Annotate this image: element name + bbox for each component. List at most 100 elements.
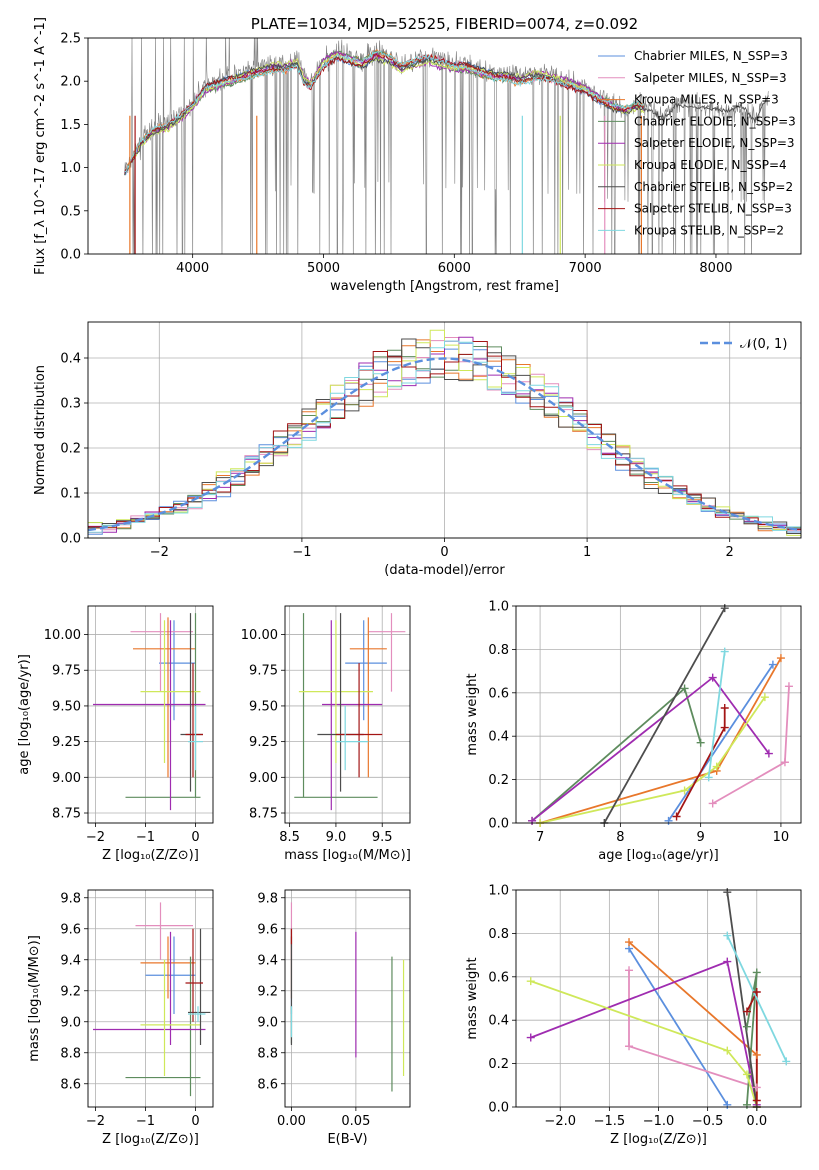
data-point-marker: [696, 738, 705, 747]
y-tick-label: 0.2: [488, 1057, 509, 1072]
x-tick-label: −1: [292, 545, 311, 560]
y-tick-label: 0.5: [60, 204, 81, 219]
mass-weight-line: [707, 651, 726, 778]
y-tick-label: 9.4: [257, 953, 278, 968]
y-tick-label: 0.2: [60, 442, 81, 457]
data-point-marker: [720, 723, 729, 732]
data-point-marker: [528, 816, 537, 825]
data-point-marker: [752, 1050, 761, 1059]
legend-entry: Kroupa STELIB, N_SSP=2: [634, 223, 784, 237]
y-tick-label: 9.50: [52, 699, 81, 714]
data-point-marker: [712, 762, 721, 771]
y-tick-label: 2.0: [60, 75, 81, 90]
y-tick-label: 8.8: [257, 1046, 278, 1061]
legend-entry: Chabrier STELIB, N_SSP=2: [634, 180, 793, 194]
y-tick-label: 0.8: [488, 927, 509, 942]
data-point-marker: [680, 684, 689, 693]
x-tick-label: −1: [136, 1114, 155, 1129]
data-point-marker: [742, 1100, 751, 1109]
x-tick-label: 4000: [176, 261, 209, 276]
y-tick-label: 9.75: [52, 664, 81, 679]
x-tick-label: 1: [583, 545, 591, 560]
data-point-marker: [720, 647, 729, 656]
y-tick-label: 0.0: [60, 532, 81, 547]
y-tick-label: 1.0: [488, 600, 509, 615]
mass-weight-line: [726, 935, 788, 1062]
y-tick-label: 9.0: [257, 1015, 278, 1030]
axes-frame: [87, 889, 214, 1108]
plot-area: [93, 902, 211, 1097]
x-tick-label: 0.0: [746, 1114, 767, 1129]
panel-5: [512, 604, 802, 827]
data-point-marker: [672, 812, 681, 821]
data-point-marker: [664, 816, 673, 825]
data-point-marker: [723, 931, 732, 940]
mass-weight-line: [531, 676, 770, 822]
x-tick-label: −1: [136, 830, 155, 845]
plot-area: [294, 613, 406, 811]
legend-entry: Kroupa ELODIE, N_SSP=4: [634, 158, 787, 172]
mass-weight-line: [539, 696, 766, 823]
axes-frame: [87, 321, 802, 539]
data-point-marker: [752, 987, 761, 996]
x-axis-label: E(B-V): [327, 1132, 367, 1147]
x-tick-label: 7000: [569, 261, 602, 276]
x-tick-label: 6000: [438, 261, 471, 276]
mass-weight-line: [712, 686, 790, 805]
legend-entry: Chabrier ELODIE, N_SSP=3: [634, 114, 796, 128]
y-tick-label: 0.6: [488, 686, 509, 701]
plot-area: [88, 329, 801, 536]
data-point-marker: [782, 1057, 791, 1066]
mass-weight-line: [603, 607, 726, 823]
data-point-marker: [708, 799, 717, 808]
data-point-marker: [764, 749, 773, 758]
legend-entry: Salpeter ELODIE, N_SSP=3: [634, 136, 795, 150]
data-point-marker: [526, 1033, 535, 1042]
y-tick-label: 8.6: [60, 1077, 81, 1092]
x-tick-label: 5000: [307, 261, 340, 276]
y-tick-label: 8.6: [257, 1077, 278, 1092]
y-axis-label: age [log₁₀(age/yr)]: [17, 654, 32, 775]
y-tick-label: 9.25: [249, 735, 278, 750]
x-tick-label: 0: [191, 830, 199, 845]
y-axis-label: mass weight: [465, 673, 480, 755]
data-point-marker: [784, 682, 793, 691]
histogram-series: [88, 340, 801, 533]
normal-reference-curve: [88, 357, 801, 532]
data-point-marker: [680, 786, 689, 795]
x-tick-label: 2: [726, 545, 734, 560]
panel-6: [84, 889, 214, 1111]
y-axis-label: mass weight: [465, 957, 480, 1039]
x-axis-label: (data-model)/error: [384, 563, 505, 578]
x-tick-label: 0: [191, 1114, 199, 1129]
y-tick-label: 9.8: [257, 891, 278, 906]
data-point-marker: [625, 938, 634, 947]
mass-weight-line: [530, 960, 758, 1105]
mass-weight-line: [667, 664, 774, 822]
panel-2: [84, 321, 802, 542]
data-point-marker: [723, 888, 732, 897]
y-tick-label: 10.00: [241, 628, 278, 643]
data-point-marker: [723, 1046, 732, 1055]
panel-1: [84, 37, 802, 258]
x-axis-label: Z [log₁₀(Z/Z⊙)]: [102, 848, 199, 863]
y-tick-label: 0.6: [488, 970, 509, 985]
x-tick-label: −2: [86, 1114, 105, 1129]
data-point-marker: [768, 660, 777, 669]
x-tick-label: 10: [773, 830, 790, 845]
plot-area: [290, 902, 405, 1092]
x-tick-label: 0.00: [277, 1114, 306, 1129]
model-spectrum-line: [124, 52, 645, 176]
observed-spectrum: [124, 38, 769, 254]
axes-frame: [515, 889, 802, 1108]
data-point-marker: [776, 654, 785, 663]
y-tick-label: 9.6: [257, 922, 278, 937]
y-tick-label: 0.4: [60, 352, 81, 367]
data-point-marker: [708, 673, 717, 682]
y-tick-label: 10.00: [44, 628, 81, 643]
x-tick-label: 9.0: [326, 830, 347, 845]
x-axis-label: mass [log₁₀(M/M⊙)]: [284, 848, 411, 863]
mass-weight-line: [628, 970, 758, 1089]
x-tick-label: 7: [536, 830, 544, 845]
